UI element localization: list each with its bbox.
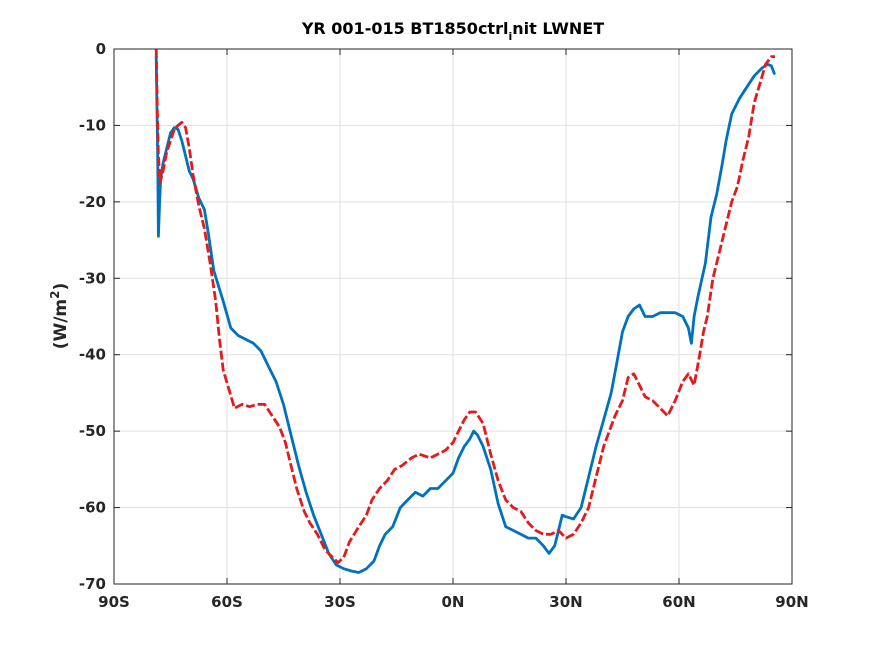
chart-title-subscript: i (508, 30, 512, 43)
y-tick-label: 0 (96, 40, 106, 58)
series-layer (154, 48, 776, 574)
grid-lines (113, 48, 793, 585)
y-tick-label: -30 (79, 269, 106, 287)
x-tick-label: 90S (98, 593, 130, 611)
x-tick-label: 60N (662, 593, 695, 611)
x-tick-label: 0N (442, 593, 465, 611)
y-axis-label-sup: 2 (48, 290, 62, 298)
y-axis-label-pre: (W/m (51, 299, 71, 349)
y-tick-label: -40 (79, 346, 106, 364)
y-tick-label: -10 (79, 116, 106, 134)
chart-title-rest: nit LWNET (512, 19, 604, 38)
y-axis-label-post: ) (51, 283, 71, 291)
y-tick-label: -50 (79, 422, 106, 440)
tick-marks (113, 48, 793, 585)
x-tick-label: 90N (775, 593, 808, 611)
y-axis-label: (W/m2) (48, 283, 71, 350)
y-tick-label: -70 (79, 575, 106, 593)
chart-title-main: YR 001-015 BT1850ctrl (301, 19, 509, 38)
x-tick-label: 60S (211, 593, 243, 611)
chart-title: YR 001-015 BT1850ctrlinit LWNET (301, 19, 604, 43)
series-line-1 (154, 55, 776, 574)
x-tick-labels: 90S 60S 30S 0N 30N 60N 90N (98, 593, 809, 611)
series-line-2 (154, 48, 775, 564)
y-tick-label: -20 (79, 193, 106, 211)
y-tick-labels: 0 -10 -20 -30 -40 -50 -60 -70 (79, 40, 106, 593)
x-tick-label: 30S (324, 593, 356, 611)
x-tick-label: 30N (549, 593, 582, 611)
y-tick-label: -60 (79, 499, 106, 517)
